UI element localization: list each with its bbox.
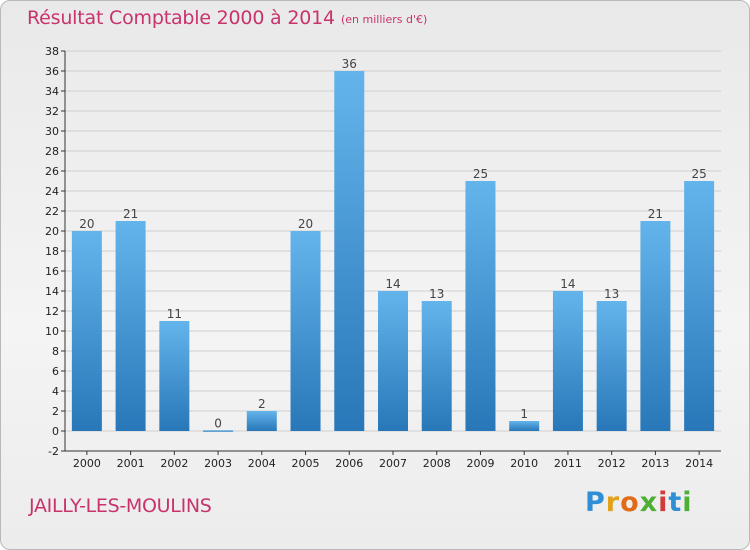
logo-letter: i [658,487,669,518]
data-label: 20 [79,217,94,231]
data-label: 1 [520,407,528,421]
data-label: 2 [258,397,266,411]
data-label: 11 [167,307,182,321]
bar [334,71,365,431]
data-label: 20 [298,217,313,231]
proxiti-logo: Proxiti [585,487,693,518]
x-tick-label: 2010 [510,457,538,470]
y-tick-label: 38 [45,45,59,58]
bar [509,421,540,431]
data-label: 36 [342,57,357,71]
logo-letter: x [639,487,659,518]
x-tick-label: 2013 [641,457,669,470]
data-label: 14 [385,277,400,291]
y-tick-label: 24 [45,185,59,198]
bar [421,301,452,431]
y-tick-label: 22 [45,205,59,218]
x-tick-label: 2006 [335,457,363,470]
x-tick-label: 2001 [117,457,145,470]
y-tick-label: 20 [45,225,59,238]
x-tick-label: 2008 [423,457,451,470]
y-tick-label: 8 [52,345,59,358]
bar [71,231,102,431]
data-label: 21 [648,207,663,221]
bar [115,221,146,431]
data-label: 21 [123,207,138,221]
data-label: 13 [604,287,619,301]
chart-title: Résultat Comptable 2000 à 2014 [27,7,335,29]
y-tick-label: 28 [45,145,59,158]
chart-subtitle: (en milliers d'€) [341,13,428,26]
y-tick-label: 26 [45,165,59,178]
data-label: 0 [214,416,222,430]
bar [159,321,190,431]
bar [552,291,583,431]
y-tick-label: 34 [45,85,59,98]
x-tick-label: 2003 [204,457,232,470]
bar [465,181,496,431]
data-label: 13 [429,287,444,301]
bar [378,291,408,431]
y-tick-label: 6 [52,365,59,378]
x-tick-label: 2000 [73,457,101,470]
x-tick-label: 2014 [685,457,713,470]
bar [203,430,234,432]
y-tick-label: 32 [45,105,59,118]
x-tick-label: 2004 [248,457,276,470]
logo-letter: P [585,487,606,518]
logo-letter: r [605,487,621,518]
x-tick-label: 2007 [379,457,407,470]
bar [596,301,627,431]
y-tick-label: 12 [45,305,59,318]
y-tick-label: 10 [45,325,59,338]
data-label: 25 [691,167,706,181]
y-tick-label: 14 [45,285,59,298]
bar [640,221,671,431]
logo-letter: i [682,487,693,518]
bar [684,181,715,431]
logo-letter: t [668,487,683,518]
x-tick-label: 2009 [466,457,494,470]
y-tick-label: 16 [45,265,59,278]
y-tick-label: -2 [48,445,59,458]
data-label: 14 [560,277,575,291]
x-tick-label: 2012 [598,457,626,470]
data-label: 25 [473,167,488,181]
commune-name: JAILLY-LES-MOULINS [29,495,212,517]
y-tick-label: 36 [45,65,59,78]
y-tick-label: 18 [45,245,59,258]
y-tick-label: 2 [52,405,59,418]
x-tick-label: 2002 [160,457,188,470]
y-tick-label: 4 [52,385,59,398]
bar [246,411,277,431]
y-tick-label: 0 [52,425,59,438]
y-tick-label: 30 [45,125,59,138]
bar [290,231,321,431]
x-tick-label: 2011 [554,457,582,470]
x-tick-label: 2005 [292,457,320,470]
logo-letter: o [620,487,640,518]
